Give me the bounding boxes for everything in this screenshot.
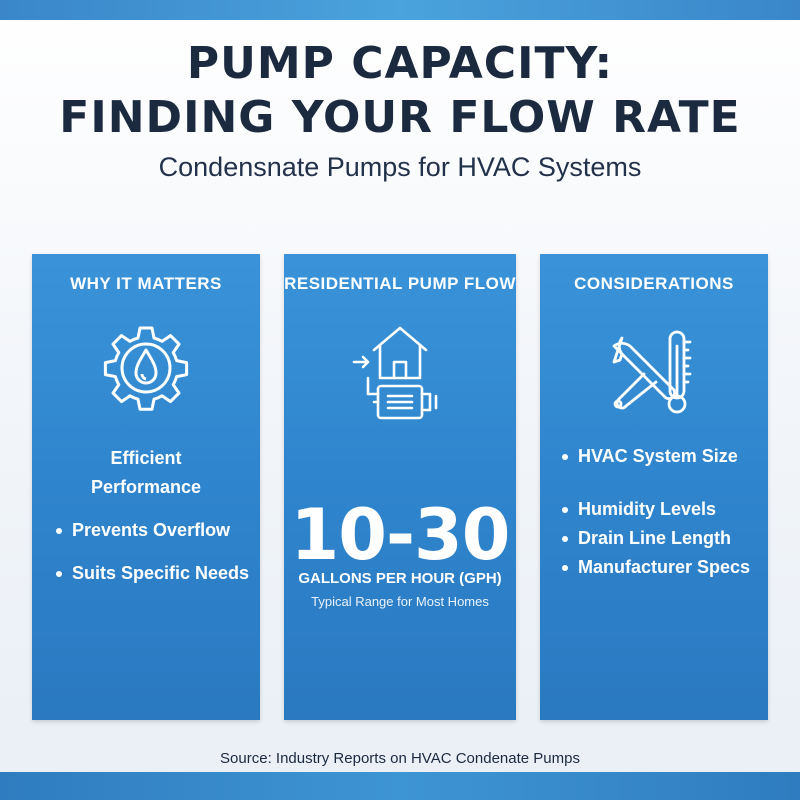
why-bullet-list: Prevents Overflow Suits Specific Needs <box>54 520 249 584</box>
wrench-thermometer-icon <box>612 330 692 414</box>
flow-rate-unit: GALLONS PER HOUR (GPH) <box>298 570 502 587</box>
flow-rate-note: Typical Range for Most Homes <box>311 594 489 609</box>
panel-heading: WHY IT MATTERS <box>70 274 222 293</box>
list-item: HVAC System Size <box>560 446 750 467</box>
list-item: Humidity Levels <box>560 499 750 520</box>
list-item: Drain Line Length <box>560 528 750 549</box>
page-title-line-2: FINDING YOUR FLOW RATE <box>59 92 741 143</box>
top-accent-bar <box>0 0 800 20</box>
page-title-line-1: PUMP CAPACITY: <box>186 38 614 89</box>
panel-heading: RESIDENTIAL PUMP FLOW <box>284 274 516 293</box>
considerations-bullet-list: HVAC System Size Humidity Levels Drain L… <box>560 446 750 578</box>
flow-rate-value: 10-30 <box>290 494 511 576</box>
bottom-accent-bar <box>0 772 800 800</box>
lead-line-efficient: Efficient <box>110 448 182 468</box>
page-subtitle: Condensnate Pumps for HVAC Systems <box>158 152 642 182</box>
house-pump-icon <box>352 326 438 420</box>
source-note: Source: Industry Reports on HVAC Condena… <box>220 750 580 767</box>
list-item: Suits Specific Needs <box>54 563 249 584</box>
list-item: Manufacturer Specs <box>560 557 750 578</box>
panel-why-it-matters: WHY IT MATTERS Efficient Performance Pre… <box>32 254 260 720</box>
lead-line-performance: Performance <box>90 477 202 497</box>
gear-water-drop-icon <box>103 326 189 411</box>
panel-considerations: CONSIDERATIONS HVAC System Size Humidity… <box>540 254 768 720</box>
panel-residential-pump-flow: RESIDENTIAL PUMP FLOW 10-30 GALLONS PER … <box>284 254 516 720</box>
list-item: Prevents Overflow <box>54 520 249 541</box>
panel-heading: CONSIDERATIONS <box>574 274 734 293</box>
